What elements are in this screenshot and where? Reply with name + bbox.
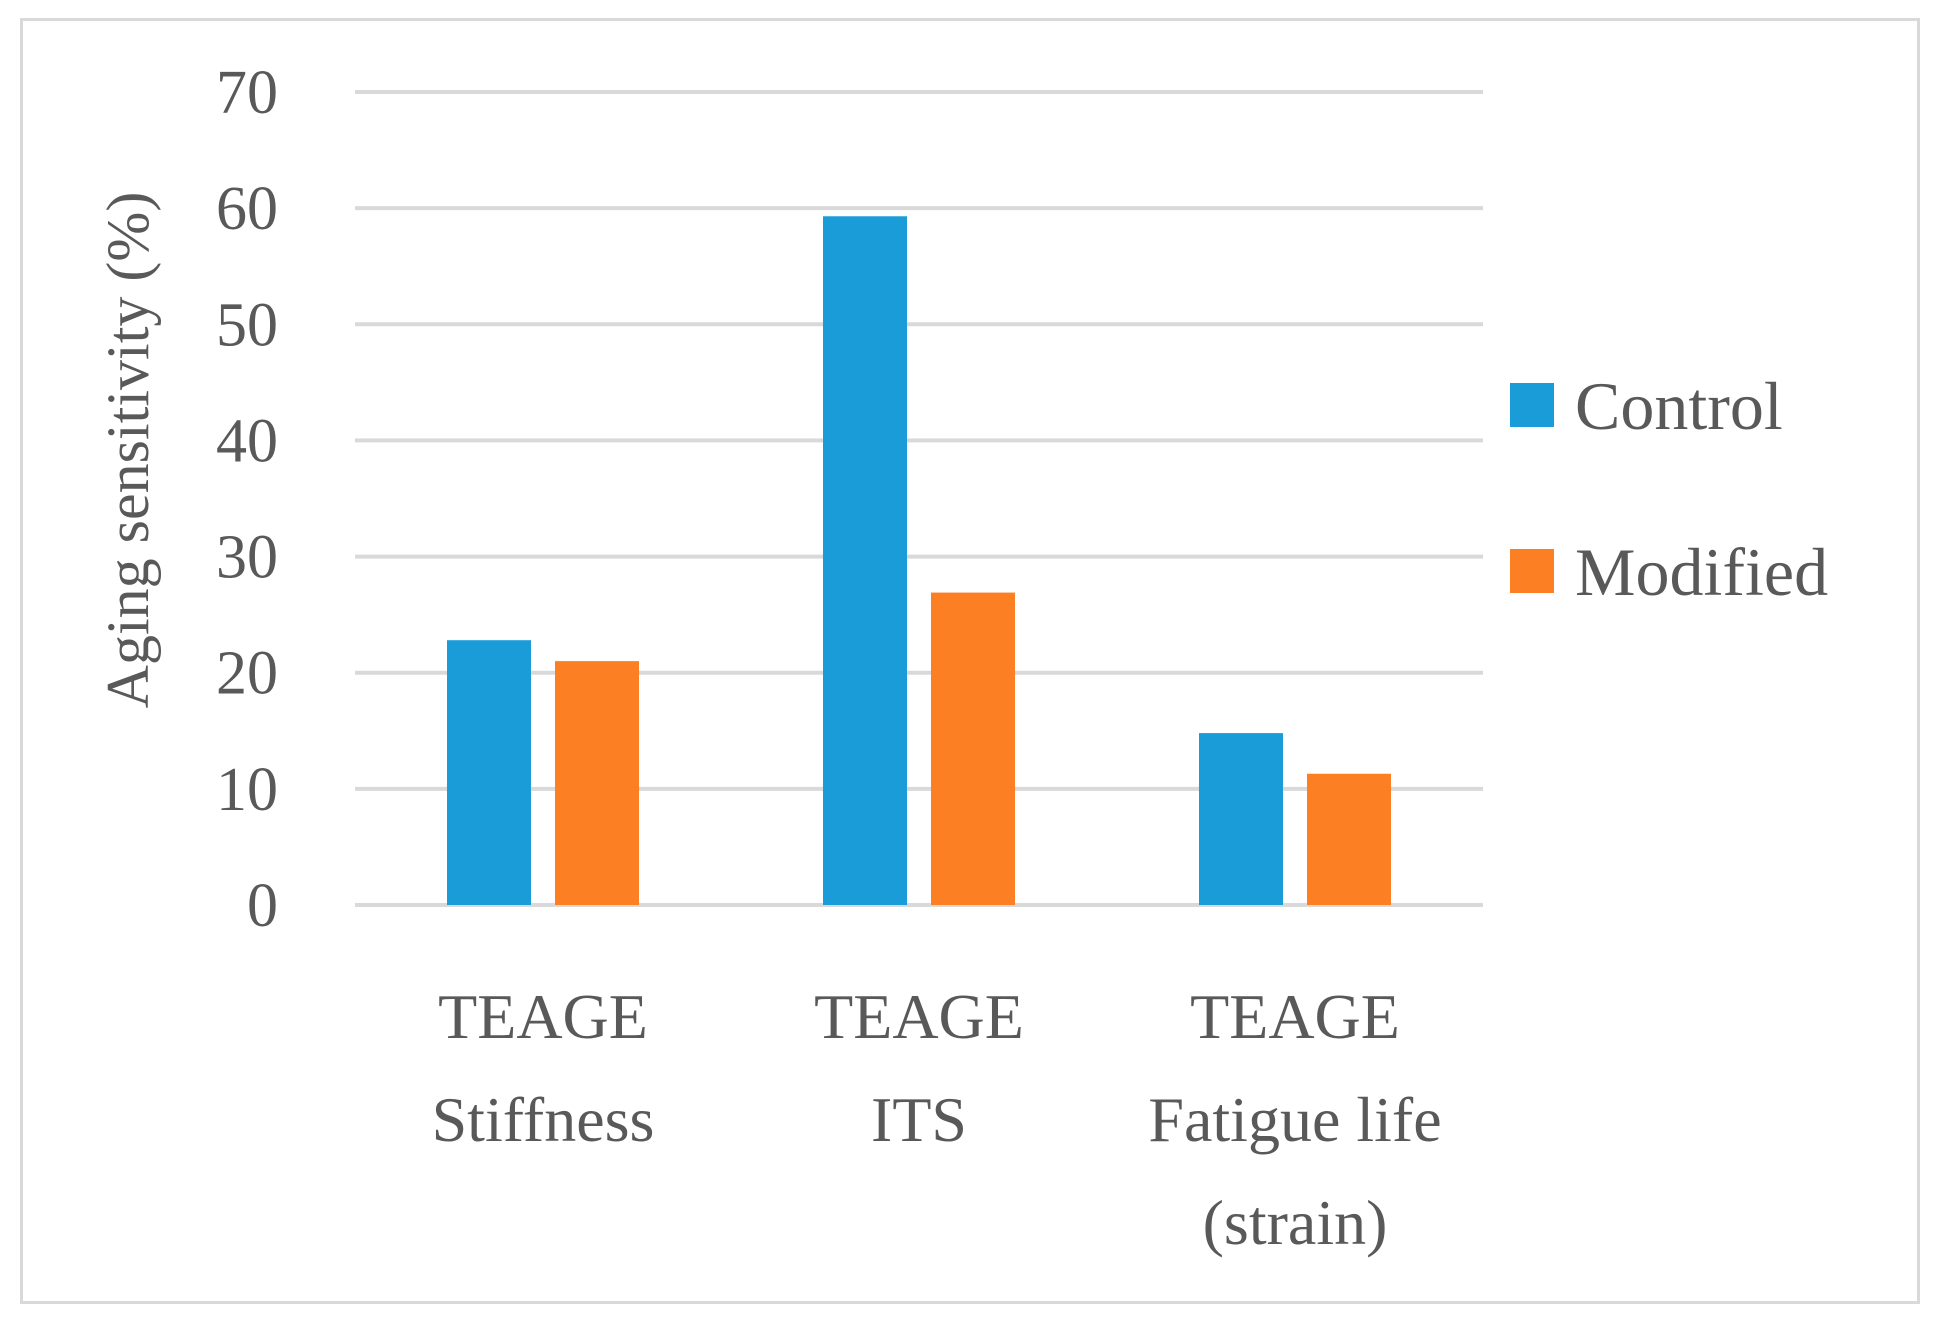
legend-label-modified: Modified — [1575, 534, 1828, 610]
y-tick-label-40: 40 — [216, 407, 278, 475]
y-tick-label-20: 20 — [216, 640, 278, 708]
y-tick-label-70: 70 — [216, 59, 278, 127]
y-axis-ticks: 0 10 20 30 40 50 60 70 — [216, 59, 278, 940]
x-category-label-2-2: (strain) — [1203, 1187, 1388, 1258]
legend-label-control: Control — [1575, 368, 1783, 444]
x-category-label-1-0: TEAGE — [814, 981, 1024, 1052]
x-category-label-0-1: Stiffness — [432, 1084, 655, 1155]
y-tick-label-50: 50 — [216, 291, 278, 359]
y-tick-label-60: 60 — [216, 175, 278, 243]
y-tick-label-30: 30 — [216, 524, 278, 592]
x-category-label-2-1: Fatigue life — [1148, 1084, 1441, 1155]
bar-modified-2 — [1307, 773, 1391, 905]
bar-control-0 — [447, 640, 531, 905]
legend-swatch-modified — [1510, 549, 1554, 593]
y-tick-label-0: 0 — [247, 872, 278, 940]
x-category-label-0-0: TEAGE — [438, 981, 648, 1052]
x-axis-categories: TEAGE Stiffness TEAGE ITS TEAGE Fatigue life (… — [432, 981, 1442, 1258]
y-tick-label-10: 10 — [216, 756, 278, 824]
legend: Control Modified — [1510, 368, 1828, 610]
y-axis-title: Aging sensitivity (%) — [95, 192, 161, 709]
bar-control-1 — [823, 216, 907, 906]
x-category-label-1-1: ITS — [871, 1084, 967, 1155]
legend-swatch-control — [1510, 383, 1554, 427]
bar-modified-1 — [931, 592, 1015, 905]
x-category-label-2-0: TEAGE — [1190, 981, 1400, 1052]
bars — [447, 216, 1391, 906]
gridlines — [355, 90, 1483, 907]
bar-modified-0 — [555, 661, 639, 905]
bar-control-2 — [1199, 733, 1283, 905]
